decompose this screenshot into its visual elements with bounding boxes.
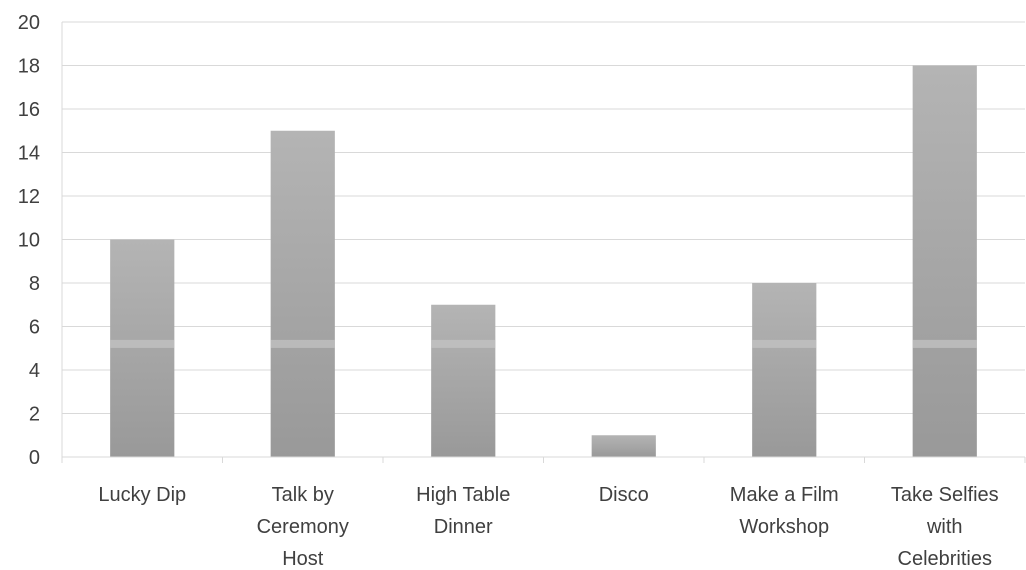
x-axis-labels: Lucky Dip Talk by Ceremony Host High Table Di… — [98, 484, 998, 570]
bar-highlight — [912, 339, 977, 348]
y-tick-label: 16 — [18, 99, 40, 121]
x-category-label-line: Talk by — [272, 484, 334, 506]
x-category-label-line: Disco — [599, 484, 649, 506]
bar-highlight — [752, 339, 817, 348]
x-category-label-line: Make a Film — [730, 484, 839, 506]
y-tick-label: 0 — [29, 447, 40, 469]
bar — [270, 130, 335, 457]
bar-highlight — [110, 339, 175, 348]
x-category-label-line: with — [926, 516, 963, 538]
x-category-label: High Table Dinner — [416, 484, 510, 538]
bar-highlight — [431, 339, 496, 348]
bar-highlight — [270, 339, 335, 348]
x-category-label: Make a Film Workshop — [730, 484, 839, 538]
y-tick-label: 20 — [18, 12, 40, 34]
y-axis-ticks: 0 2 4 6 8 10 12 14 16 18 20 — [18, 12, 40, 469]
x-category-label-line: Dinner — [434, 516, 493, 538]
bars — [110, 65, 977, 457]
x-category-label-line: Ceremony — [257, 516, 349, 538]
bar — [752, 283, 817, 457]
y-tick-label: 10 — [18, 230, 40, 252]
y-tick-label: 12 — [18, 186, 40, 208]
bar — [431, 304, 496, 457]
x-category-label-line: Host — [282, 548, 324, 570]
x-category-label: Lucky Dip — [98, 484, 186, 506]
y-gridlines — [62, 21, 1025, 414]
y-tick-label: 2 — [29, 404, 40, 426]
x-category-label-line: Workshop — [739, 516, 829, 538]
y-tick-label: 6 — [29, 317, 40, 339]
y-tick-label: 14 — [18, 143, 40, 165]
y-tick-label: 18 — [18, 56, 40, 78]
x-category-label-line: Take Selfies — [891, 484, 999, 506]
x-category-label-line: Celebrities — [898, 548, 992, 570]
y-tick-label: 8 — [29, 273, 40, 295]
bar — [110, 239, 175, 457]
bar — [912, 65, 977, 457]
x-category-label: Talk by Ceremony Host — [257, 484, 349, 570]
x-category-label-line: High Table — [416, 484, 510, 506]
y-tick-label: 4 — [29, 360, 40, 382]
x-category-label: Take Selfies with Celebrities — [891, 484, 999, 570]
x-category-label: Disco — [599, 484, 649, 506]
bar — [591, 435, 656, 457]
x-category-label-line: Lucky Dip — [98, 484, 186, 506]
x-axis — [61, 22, 1026, 463]
